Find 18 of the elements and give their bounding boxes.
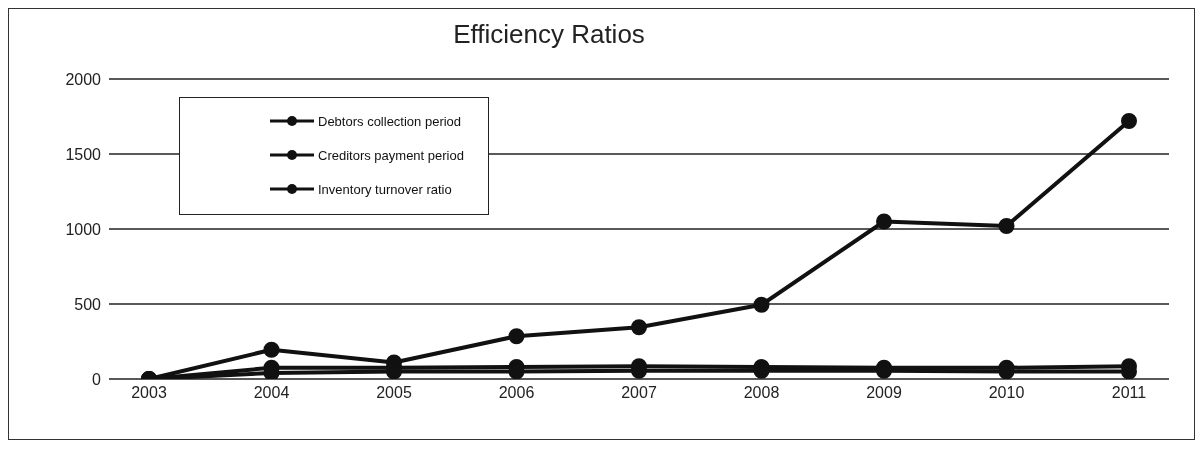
y-tick-label: 500 [74,295,102,313]
y-tick-label: 0 [92,370,102,388]
y-tick-label: 2000 [65,70,102,88]
chart-title: Efficiency Ratios [452,19,646,50]
x-tick-label: 2008 [743,384,780,402]
legend-label: Debtors collection period [318,113,462,129]
x-tick-label: 2009 [866,384,902,402]
y-tick-label: 1500 [65,145,102,163]
legend-label: Creditors payment period [318,147,464,163]
x-tick-label: 2011 [1111,384,1147,402]
x-tick-label: 2005 [376,384,412,402]
legend-label: Inventory turnover ratio [318,181,452,197]
x-tick-label: 2010 [988,384,1025,402]
x-tick-label: 2006 [498,384,535,402]
x-tick-label: 2003 [131,384,167,402]
x-tick-label: 2007 [621,384,657,402]
x-tick-label: 2004 [253,384,290,402]
y-tick-label: 1000 [65,220,102,238]
